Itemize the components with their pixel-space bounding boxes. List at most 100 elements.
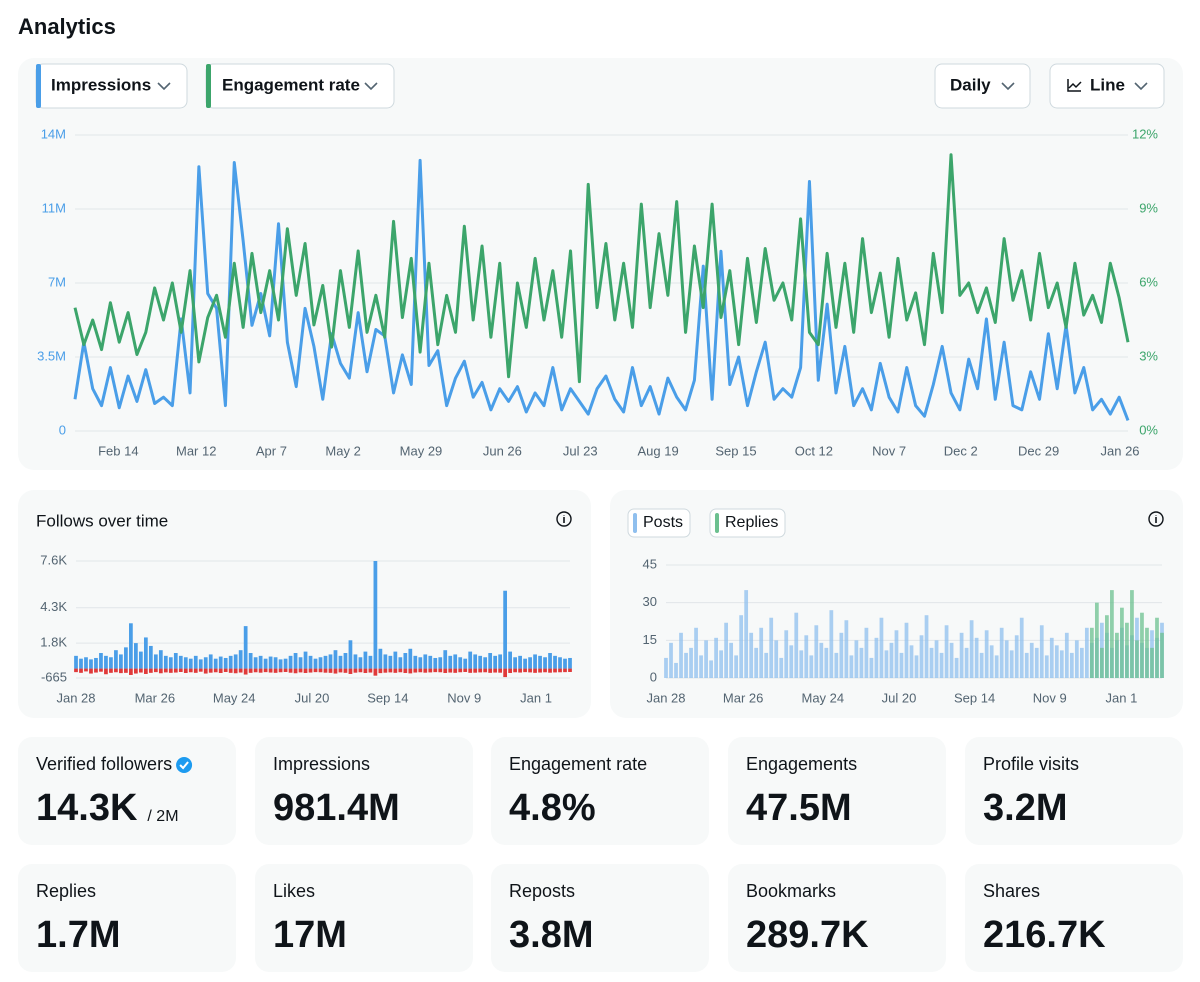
stat-label: Bookmarks [746,881,836,901]
bar [1140,612,1144,678]
stat-value: 17M [273,914,347,956]
info-icon[interactable] [1148,511,1164,527]
bar [89,668,93,674]
bar [158,668,163,674]
bar [954,657,959,678]
stat-label: Shares [983,881,1040,901]
bar [114,668,118,673]
bar [1094,602,1099,678]
bar [218,668,223,673]
bar [143,668,148,674]
interval-dropdown[interactable]: Daily [934,63,1031,109]
bar [393,651,398,669]
bar [353,654,358,669]
bar [143,637,148,669]
bar [949,642,954,678]
impressions-dropdown[interactable]: Impressions [35,63,188,109]
bar [278,659,283,669]
dropdown-label: Engagement rate [222,75,360,94]
bar [498,668,503,673]
stat-value: 216.7K [983,914,1106,956]
bar [243,626,248,669]
bar [338,668,343,673]
bar [839,632,844,678]
bar [513,657,517,669]
bar [433,657,438,669]
bar [543,657,547,669]
bar [1110,590,1114,678]
bar [714,637,718,678]
bar [138,651,143,669]
bar [754,647,759,678]
x-tick-label: Nov 9 [447,690,481,705]
bar [303,668,308,673]
bar [213,668,218,673]
bar [969,620,974,678]
bar [463,658,468,669]
bar [493,668,498,673]
bar [148,668,153,673]
x-tick-label: Dec 29 [1018,443,1059,458]
bar [478,655,483,669]
bar [563,668,567,673]
bar [1105,615,1109,678]
bar [193,668,198,673]
bar [173,653,178,669]
bar [548,653,552,669]
stat-label: Engagement rate [509,754,647,774]
stat-card [255,737,473,845]
x-tick-label: Jul 23 [563,443,598,458]
view-dropdown[interactable]: Line [1049,63,1165,109]
posts-toggle[interactable]: Posts [627,508,691,538]
bar [298,668,303,673]
bar [208,668,213,673]
bar [438,668,443,673]
bar [114,650,118,669]
bar [378,668,383,674]
bar [168,668,173,673]
posts-panel [610,490,1183,718]
bar [129,668,133,675]
replies-toggle[interactable]: Replies [709,508,786,538]
stat-card [728,864,946,972]
x-tick-label: May 29 [400,443,443,458]
bar [1059,650,1064,678]
info-icon[interactable] [556,511,572,527]
stat-value: 3.2M [983,787,1067,829]
bar [313,668,318,673]
engagement-dropdown[interactable]: Engagement rate [205,63,395,109]
bar [248,653,253,669]
bar [1145,627,1149,678]
x-tick-label: Jul 20 [882,690,917,705]
bar [288,668,293,673]
bar [193,655,198,669]
chart-title: Follows over time [36,511,168,530]
x-tick-label: Oct 12 [795,443,833,458]
bar [1049,637,1054,678]
verified-badge [176,757,193,773]
bar [328,654,333,669]
bar [483,668,488,673]
bar [129,623,133,669]
bar [1100,647,1104,678]
bar [238,668,243,673]
bar [323,668,328,673]
bar [1014,635,1019,678]
bar [523,668,527,673]
bar [153,668,158,673]
bar [533,654,537,669]
bar [1034,647,1039,678]
bar [109,668,113,673]
x-tick-label: Jun 26 [483,443,522,458]
y-tick-label: -665 [41,669,67,684]
bar [273,668,278,673]
bar [694,627,698,678]
bar [79,668,83,673]
bar [89,659,93,669]
bar [508,668,512,673]
bar [288,655,293,669]
bar [368,655,373,669]
stat-sub: / 2M [147,808,178,825]
bar [939,652,944,678]
